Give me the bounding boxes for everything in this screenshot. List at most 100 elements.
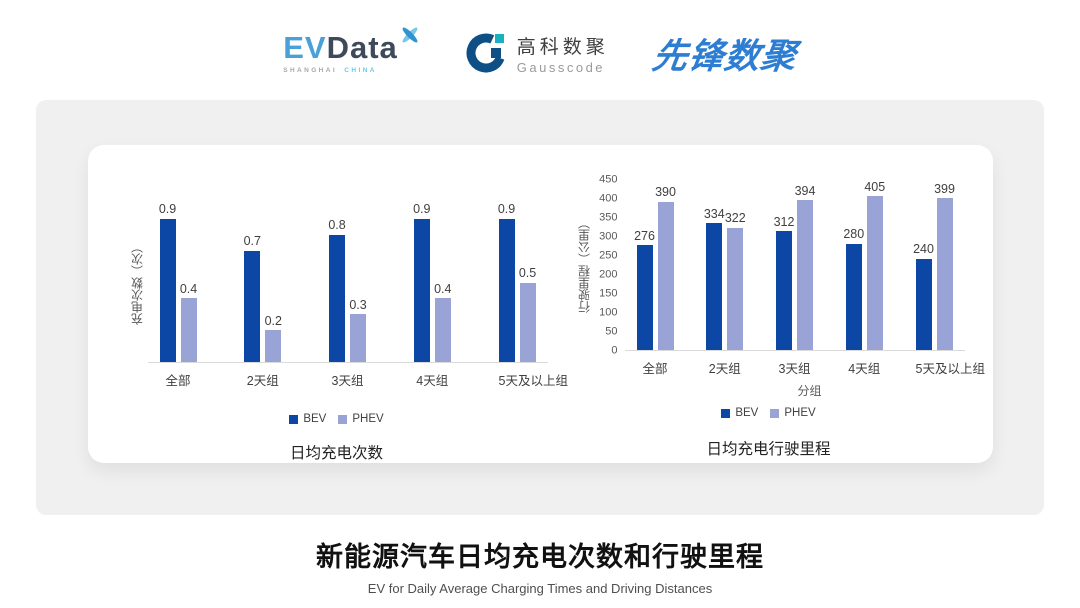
bar-column: 312 bbox=[774, 179, 794, 350]
chart-daily-charging-times: 充电次数（次） 0.9 0.4 0.7 0.2 0.8 0.3 0.9 0.4 0.9 0.5 全… bbox=[126, 153, 568, 463]
bar-group: 312 394 bbox=[774, 179, 816, 350]
y-tick-label: 250 bbox=[599, 249, 618, 262]
phev-bar bbox=[265, 330, 282, 362]
x-axis-label: 分组 bbox=[797, 384, 822, 398]
bar-value-label: 0.3 bbox=[349, 297, 367, 312]
page-title: 新能源汽车日均充电次数和行驶里程 bbox=[316, 542, 764, 572]
y-tick-label: 200 bbox=[599, 268, 618, 281]
legend: BEV PHEV bbox=[573, 407, 965, 419]
bar-value-label: 0.9 bbox=[158, 202, 177, 217]
y-tick-label: 0 bbox=[611, 344, 618, 357]
bar-value-label: 0.4 bbox=[434, 281, 452, 296]
legend-item-bev: BEV bbox=[721, 407, 758, 419]
bar-column: 334 bbox=[703, 179, 725, 350]
legend-label: PHEV bbox=[784, 407, 816, 419]
bar-column: 0.7 bbox=[243, 203, 261, 362]
legend-label: BEV bbox=[303, 413, 327, 425]
charts-panel: 充电次数（次） 0.9 0.4 0.7 0.2 0.8 0.3 0.9 0.4 0.9 0.5 全… bbox=[36, 100, 1044, 515]
legend-swatch bbox=[289, 414, 299, 424]
category-label: 全部 bbox=[642, 362, 668, 376]
bar-column: 405 bbox=[864, 179, 885, 350]
bar-column: 0.8 bbox=[328, 203, 346, 362]
phev-bar bbox=[727, 227, 744, 350]
bar-group: 0.8 0.3 bbox=[328, 203, 367, 362]
evdata-ev-text: EV bbox=[283, 30, 327, 65]
bar-value-label: 394 bbox=[794, 183, 816, 198]
y-axis-label: 行驶里程（公里） bbox=[577, 217, 591, 313]
phev-bar bbox=[350, 314, 366, 362]
bar-value-label: 0.9 bbox=[413, 202, 431, 217]
y-tick-label: 450 bbox=[599, 173, 618, 186]
bar-group: 334 322 bbox=[703, 179, 746, 350]
bar-value-label: 0.7 bbox=[243, 234, 261, 249]
bar-column: 276 bbox=[634, 179, 655, 350]
phev-bar bbox=[434, 298, 451, 362]
category-label: 2天组 bbox=[246, 374, 279, 388]
xianfeng-logo: 先锋数聚 bbox=[649, 36, 800, 76]
bev-bar bbox=[498, 218, 515, 362]
legend-label: BEV bbox=[735, 407, 759, 419]
bar-group: 276 390 bbox=[634, 179, 676, 350]
y-axis-label: 充电次数（次） bbox=[130, 241, 144, 325]
phev-bar bbox=[180, 298, 197, 362]
legend: BEV PHEV bbox=[126, 413, 548, 425]
legend-label: PHEV bbox=[352, 413, 384, 425]
bar-column: 390 bbox=[655, 179, 676, 350]
bar-value-label: 240 bbox=[913, 242, 934, 257]
evdata-subtitle: SHANGHAI CHINA bbox=[283, 67, 420, 74]
page-subtitle: EV for Daily Average Charging Times and … bbox=[367, 581, 713, 596]
bar-column: 0.9 bbox=[498, 203, 515, 362]
phev-bar bbox=[936, 198, 953, 350]
plot-area: 0.9 0.4 0.7 0.2 0.8 0.3 0.9 0.4 0.9 0.5 bbox=[147, 202, 548, 363]
bev-bar bbox=[244, 250, 261, 362]
logo-bar: EVData SHANGHAI CHINA 高科数聚 Gausscode 先锋数… bbox=[0, 0, 1080, 100]
bev-bar bbox=[159, 218, 176, 362]
legend-item-bev: BEV bbox=[289, 413, 326, 425]
bar-value-label: 322 bbox=[724, 211, 746, 226]
category-label: 3天组 bbox=[778, 362, 811, 376]
bar-column: 0.3 bbox=[349, 203, 367, 362]
bar-group: 0.7 0.2 bbox=[243, 203, 282, 362]
bar-value-label: 276 bbox=[634, 228, 655, 243]
bar-column: 399 bbox=[934, 179, 955, 350]
evdata-sub-china: CHINA bbox=[344, 67, 377, 74]
category-label: 5天及以上组 bbox=[915, 362, 985, 376]
chart-daily-driving-distance: 行驶里程（公里） 0 50 100 150 200 250 300 350 400 450 276… bbox=[573, 153, 985, 463]
y-tick-label: 300 bbox=[599, 230, 618, 243]
bar-column: 394 bbox=[794, 179, 816, 350]
evdata-wordmark: EVData bbox=[283, 27, 420, 65]
gausscode-logo: 高科数聚 Gausscode bbox=[464, 31, 609, 75]
legend-swatch bbox=[338, 414, 348, 424]
y-tick-label: 50 bbox=[605, 325, 618, 338]
plot-area: 276 390 334 322 312 394 280 405 240 399 bbox=[624, 179, 965, 351]
chart-title: 日均充电行驶里程 bbox=[706, 441, 831, 458]
y-tick-label: 350 bbox=[599, 211, 618, 224]
category-labels: 全部 2天组 3天组 4天组 5天及以上组 bbox=[625, 358, 985, 377]
phev-bar bbox=[657, 201, 674, 350]
bar-column: 0.2 bbox=[265, 203, 282, 362]
gausscode-en-name: Gausscode bbox=[516, 59, 606, 75]
y-tick-label: 150 bbox=[599, 287, 618, 300]
bar-column: 0.4 bbox=[434, 203, 452, 362]
bar-column: 240 bbox=[913, 179, 934, 350]
category-labels: 全部 2天组 3天组 4天组 5天及以上组 bbox=[148, 370, 567, 389]
category-label: 2天组 bbox=[708, 362, 741, 376]
bar-value-label: 334 bbox=[703, 206, 725, 221]
y-tick-label: 400 bbox=[599, 192, 618, 205]
legend-swatch bbox=[770, 408, 780, 418]
bev-bar bbox=[776, 231, 792, 350]
phev-bar bbox=[797, 200, 813, 350]
charts-card: 充电次数（次） 0.9 0.4 0.7 0.2 0.8 0.3 0.9 0.4 0.9 0.5 全… bbox=[87, 145, 993, 463]
bev-bar bbox=[845, 243, 862, 350]
bev-bar bbox=[915, 258, 932, 350]
bev-bar bbox=[329, 234, 345, 362]
evdata-star-icon bbox=[402, 27, 418, 43]
evdata-logo: EVData SHANGHAI CHINA bbox=[283, 27, 420, 74]
bev-bar bbox=[413, 218, 430, 362]
bar-column: 0.5 bbox=[519, 203, 536, 362]
evdata-sub-shanghai: SHANGHAI bbox=[283, 67, 338, 74]
evdata-data-text: Data bbox=[326, 30, 398, 65]
bar-value-label: 0.4 bbox=[179, 281, 198, 296]
bev-bar bbox=[706, 223, 723, 350]
category-label: 4天组 bbox=[416, 374, 449, 388]
